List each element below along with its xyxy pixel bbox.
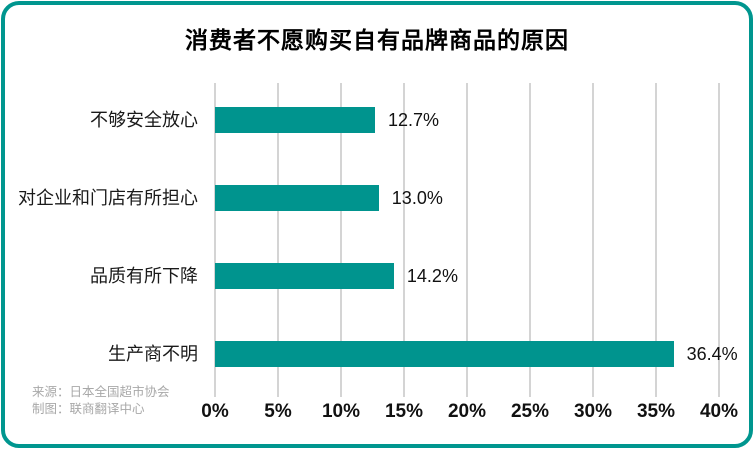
bar-segment [215, 107, 376, 133]
bar-value-label: 13.0% [391, 188, 443, 208]
x-tick-label: 0% [201, 401, 229, 422]
category-label: 生产商不明 [108, 344, 198, 364]
x-tick-label: 5% [264, 401, 292, 422]
bar-value-label: 12.7% [388, 110, 440, 130]
bar-row: 14.2% [215, 263, 721, 289]
category-label: 对企业和门店有所担心 [18, 188, 198, 208]
source-line: 来源：日本全国超市协会 [32, 385, 170, 399]
x-tick-label: 15% [384, 401, 424, 422]
chart-title: 消费者不愿购买自有品牌商品的原因 [185, 27, 569, 53]
gridline [592, 83, 594, 397]
x-tick-label: 25% [510, 401, 550, 422]
bar-value-label: 36.4% [686, 344, 738, 364]
gridline [214, 83, 216, 397]
gridline [655, 83, 657, 397]
bar-segment [215, 341, 674, 367]
bar-segment [215, 263, 394, 289]
gridline [340, 83, 342, 397]
category-label: 不够安全放心 [90, 110, 198, 130]
bar-row: 36.4% [215, 341, 738, 367]
gridline [718, 83, 720, 397]
x-tick-label: 40% [699, 401, 739, 422]
x-tick-label: 10% [321, 401, 361, 422]
gridline [277, 83, 279, 397]
plot-area: 12.7% 13.0% 14.2% 36.4% 0% 5% 10% 15% 20… [201, 83, 738, 422]
gridline [529, 83, 531, 397]
bar-segment [215, 185, 379, 211]
bar-value-label: 14.2% [406, 266, 458, 286]
x-tick-label: 20% [447, 401, 487, 422]
source-note: 来源：日本全国超市协会 制图：联商翻译中心 [32, 384, 170, 418]
gridline [466, 83, 468, 397]
source-line: 制图：联商翻译中心 [32, 402, 145, 416]
gridline [403, 83, 405, 397]
x-tick-label: 30% [573, 401, 613, 422]
x-tick-label: 35% [636, 401, 676, 422]
bar-row: 13.0% [215, 185, 721, 211]
bar-row: 12.7% [215, 107, 721, 133]
category-label: 品质有所下降 [90, 266, 198, 286]
